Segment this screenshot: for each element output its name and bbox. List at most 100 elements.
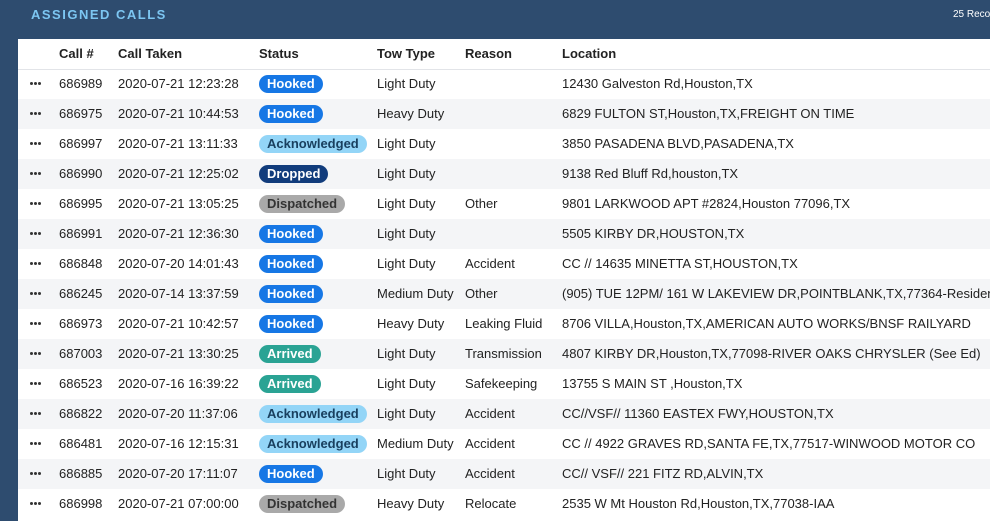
call-number-cell: 686848 — [59, 256, 103, 271]
row-menu[interactable] — [30, 262, 42, 266]
tow-type-cell: Medium Duty — [377, 436, 454, 451]
row-menu[interactable] — [30, 322, 42, 326]
call-number-cell: 686885 — [59, 466, 103, 481]
dot — [30, 322, 33, 325]
status-cell: Hooked — [259, 249, 323, 279]
call-taken-cell: 2020-07-16 12:15:31 — [118, 436, 239, 451]
call-taken-cell: 2020-07-21 13:05:25 — [118, 196, 239, 211]
call-taken-cell: 2020-07-16 16:39:22 — [118, 376, 239, 391]
call-number-cell: 686973 — [59, 316, 103, 331]
reason-cell: Relocate — [465, 496, 517, 511]
row-menu[interactable] — [30, 202, 42, 206]
dot — [38, 202, 41, 205]
row-menu[interactable] — [30, 472, 42, 476]
row-menu[interactable] — [30, 112, 42, 116]
dot — [38, 82, 41, 85]
call-number-cell: 686989 — [59, 76, 103, 91]
reason-cell: Transmission — [465, 346, 542, 361]
row-menu[interactable] — [30, 142, 42, 146]
dot — [30, 382, 33, 385]
location-cell: 9801 LARKWOOD APT #2824,Houston 77096,TX — [562, 196, 851, 211]
dot — [34, 322, 37, 325]
call-row: 686848 2020-07-20 14:01:43 Hooked Light Dut… — [18, 249, 990, 279]
dot — [38, 172, 41, 175]
dot — [30, 442, 33, 445]
row-menu[interactable] — [30, 292, 42, 296]
call-taken-cell: 2020-07-21 10:44:53 — [118, 106, 239, 121]
dot — [34, 382, 37, 385]
row-menu[interactable] — [30, 412, 42, 416]
tow-type-cell: Light Duty — [377, 136, 436, 151]
status-cell: Acknowledged — [259, 129, 367, 159]
tow-type-cell: Light Duty — [377, 256, 436, 271]
tow-type-cell: Light Duty — [377, 376, 436, 391]
call-row: 686995 2020-07-21 13:05:25 Dispatched Light… — [18, 189, 990, 219]
location-cell: 6829 FULTON ST,Houston,TX,FREIGHT ON TIM… — [562, 106, 855, 121]
dot — [38, 112, 41, 115]
status-badge: Dispatched — [259, 195, 346, 213]
call-row: 686998 2020-07-21 07:00:00 Dispatched Heavy… — [18, 489, 990, 519]
row-menu[interactable] — [30, 382, 42, 386]
row-menu[interactable] — [30, 82, 42, 86]
status-badge: Hooked — [259, 465, 323, 483]
dot — [30, 412, 33, 415]
status-badge: Hooked — [259, 255, 323, 273]
call-number-cell: 686997 — [59, 136, 103, 151]
row-menu[interactable] — [30, 172, 42, 176]
location-cell: CC // 14635 MINETTA ST,HOUSTON,TX — [562, 256, 798, 271]
dot — [34, 142, 37, 145]
dot — [30, 202, 33, 205]
call-number-cell: 686990 — [59, 166, 103, 181]
call-row: 686885 2020-07-20 17:11:07 Hooked Light Dut… — [18, 459, 990, 489]
call-number-cell: 686975 — [59, 106, 103, 121]
tow-type-cell: Light Duty — [377, 196, 436, 211]
dot — [30, 82, 33, 85]
location-cell: 8706 VILLA,Houston,TX,AMERICAN AUTO WORK… — [562, 316, 971, 331]
call-number-cell: 687003 — [59, 346, 103, 361]
dot — [38, 472, 41, 475]
tow-type-cell: Heavy Duty — [377, 496, 445, 511]
tow-type-cell: Light Duty — [377, 166, 436, 181]
row-menu[interactable] — [30, 352, 42, 356]
call-number-cell: 686481 — [59, 436, 103, 451]
column-header[interactable]: Call # — [59, 46, 94, 61]
dot — [38, 232, 41, 235]
column-header[interactable]: Reason — [465, 46, 512, 61]
call-taken-cell: 2020-07-21 10:42:57 — [118, 316, 239, 331]
row-menu[interactable] — [30, 502, 42, 506]
column-header[interactable]: Call Taken — [118, 46, 183, 61]
dot — [34, 292, 37, 295]
dot — [34, 232, 37, 235]
dot — [38, 502, 41, 505]
status-cell: Hooked — [259, 69, 323, 99]
dot — [34, 412, 37, 415]
dot — [34, 172, 37, 175]
call-taken-cell: 2020-07-21 12:25:02 — [118, 166, 239, 181]
call-row: 686245 2020-07-14 13:37:59 Hooked Medium Du… — [18, 279, 990, 309]
dot — [34, 202, 37, 205]
status-badge: Hooked — [259, 75, 323, 93]
tow-type-cell: Light Duty — [377, 406, 436, 421]
dot — [30, 352, 33, 355]
column-header[interactable]: Status — [259, 46, 299, 61]
status-badge: Hooked — [259, 285, 323, 303]
column-header[interactable]: Location — [562, 46, 617, 61]
status-badge: Arrived — [259, 345, 321, 363]
reason-cell: Accident — [465, 436, 515, 451]
column-header[interactable]: Tow Type — [377, 46, 436, 61]
dot — [34, 82, 37, 85]
location-cell: CC//VSF// 11360 EASTEX FWY,HOUSTON,TX — [562, 406, 834, 421]
row-menu[interactable] — [30, 442, 42, 446]
status-cell: Hooked — [259, 219, 323, 249]
tow-type-cell: Light Duty — [377, 466, 436, 481]
call-row: 686481 2020-07-16 12:15:31 Acknowledged Med… — [18, 429, 990, 459]
row-menu[interactable] — [30, 232, 42, 236]
dot — [30, 112, 33, 115]
status-cell: Dispatched — [259, 489, 346, 519]
call-taken-cell: 2020-07-20 14:01:43 — [118, 256, 239, 271]
location-cell: 13755 S MAIN ST ,Houston,TX — [562, 376, 743, 391]
status-cell: Arrived — [259, 369, 321, 399]
status-badge: Acknowledged — [259, 405, 367, 423]
location-cell: 5505 KIRBY DR,HOUSTON,TX — [562, 226, 745, 241]
